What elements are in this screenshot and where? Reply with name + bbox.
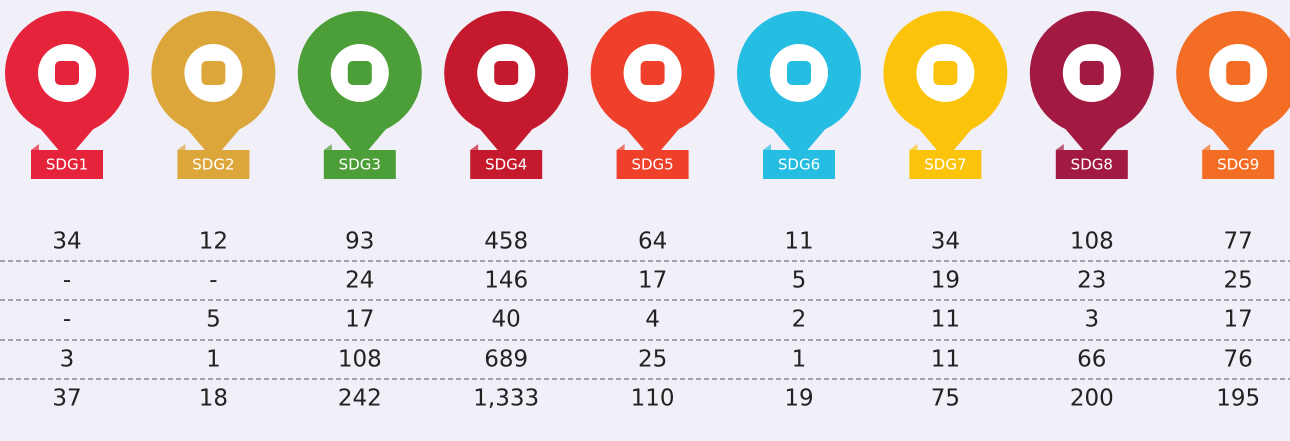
sdg-label: SDG2 [192, 156, 234, 174]
table-cell: 689 [484, 347, 528, 373]
table-cell: 66 [1077, 347, 1106, 373]
table-cell: 64 [638, 229, 667, 255]
table-cell: 25 [1224, 268, 1253, 294]
label-box [31, 150, 103, 179]
table-cell: 76 [1224, 347, 1253, 373]
sdg-label: SDG6 [778, 156, 820, 174]
icon-glyph [933, 61, 958, 85]
table-cell: 3 [60, 347, 75, 373]
sdg-pin: SDG1 [5, 11, 129, 179]
label-box [177, 150, 250, 179]
table-cell: 1 [206, 347, 221, 373]
table-cell: 25 [638, 347, 667, 373]
label-box [616, 150, 689, 179]
table-cell: 110 [631, 386, 675, 412]
table-cell: 19 [784, 386, 813, 412]
sdg-pin: SDG8 [1029, 11, 1154, 179]
table-cell: 3 [1084, 307, 1099, 333]
sdg-pin: SDG5 [590, 11, 715, 179]
table-cell: 17 [1224, 307, 1253, 333]
table-cell: 2 [792, 307, 807, 333]
icon-glyph [201, 61, 226, 85]
table-cell: 40 [492, 307, 521, 333]
label-fold [616, 144, 625, 150]
table-cell: 146 [484, 268, 528, 294]
label-box [470, 150, 543, 179]
label-box [1202, 150, 1275, 179]
table-cell: 34 [931, 229, 960, 255]
table-cell: 19 [931, 268, 960, 294]
sdg-label: SDG7 [924, 156, 966, 174]
table-cell: 195 [1216, 386, 1260, 412]
table-cell: 1,333 [473, 386, 539, 412]
icon-glyph [347, 61, 372, 85]
icon-glyph [787, 61, 811, 85]
icon-glyph [55, 61, 79, 85]
table-cell: 108 [338, 347, 382, 373]
sdg-pin: SDG9 [1176, 11, 1290, 179]
table-cell: - [63, 307, 71, 333]
table-cell: 17 [345, 307, 374, 333]
icon-glyph [1079, 61, 1104, 85]
table-cell: 17 [638, 268, 667, 294]
label-fold [31, 144, 39, 150]
icon-glyph [1226, 61, 1251, 85]
sdg-pin: SDG7 [883, 11, 1008, 179]
table-cell: 11 [784, 229, 813, 255]
label-fold [177, 144, 186, 150]
label-fold [1202, 144, 1211, 150]
table-cell: - [63, 268, 71, 294]
table-cell: 200 [1070, 386, 1114, 412]
table-cell: 11 [931, 307, 960, 333]
sdg-pin: SDG4 [444, 11, 569, 179]
icon-glyph [494, 61, 519, 85]
table-cell: 18 [199, 386, 228, 412]
sdg-pin: SDG2 [151, 11, 276, 179]
label-fold [470, 144, 479, 150]
label-box [1055, 150, 1128, 179]
label-fold [1055, 144, 1064, 150]
label-fold [909, 144, 918, 150]
table-cell: 75 [931, 386, 960, 412]
label-box [909, 150, 982, 179]
table-cell: 34 [52, 229, 81, 255]
sdg-pin: SDG6 [737, 11, 861, 179]
sdg-label: SDG4 [485, 156, 527, 174]
sdg-label: SDG9 [1217, 156, 1259, 174]
table-cell: 242 [338, 386, 382, 412]
table-cell: 108 [1070, 229, 1114, 255]
label-box [323, 150, 396, 179]
table-cell: 37 [52, 386, 81, 412]
label-fold [763, 144, 771, 150]
table-cell: 93 [345, 229, 374, 255]
table-cell: 24 [345, 268, 374, 294]
table-cell: 77 [1224, 229, 1253, 255]
sdg-label: SDG8 [1071, 156, 1113, 174]
label-fold [323, 144, 332, 150]
table-cell: 5 [792, 268, 807, 294]
sdg-label: SDG1 [46, 156, 88, 174]
icon-glyph [640, 61, 665, 85]
table-cell: 1 [792, 347, 807, 373]
sdg-label: SDG3 [339, 156, 381, 174]
table-cell: 11 [931, 347, 960, 373]
table-cell: 458 [484, 229, 528, 255]
table-cell: 23 [1077, 268, 1106, 294]
sdg-label: SDG5 [631, 156, 673, 174]
table-cell: 12 [199, 229, 228, 255]
label-box [763, 150, 835, 179]
sdg-pin: SDG3 [297, 11, 422, 179]
table-cell: 5 [206, 307, 221, 333]
table-cell: - [209, 268, 217, 294]
table-cell: 4 [645, 307, 660, 333]
